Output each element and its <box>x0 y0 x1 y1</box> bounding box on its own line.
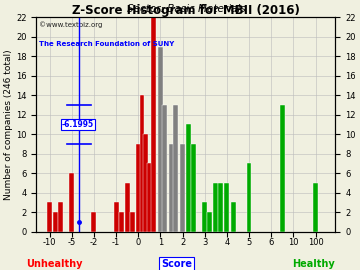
Bar <box>213 183 218 232</box>
Bar <box>119 212 124 232</box>
Text: Sector: Basic Materials: Sector: Basic Materials <box>127 4 245 14</box>
Bar <box>280 105 285 232</box>
Bar <box>136 144 141 232</box>
Bar <box>58 202 63 232</box>
Text: ©www.textbiz.org: ©www.textbiz.org <box>39 22 103 28</box>
Text: Score: Score <box>161 259 192 269</box>
Title: Z-Score Histogram for MBII (2016): Z-Score Histogram for MBII (2016) <box>72 4 300 17</box>
Bar <box>150 17 156 232</box>
Bar <box>125 183 130 232</box>
Bar <box>140 95 144 232</box>
Bar <box>186 124 190 232</box>
Bar <box>231 202 236 232</box>
Text: Healthy: Healthy <box>293 259 335 269</box>
Bar <box>53 212 58 232</box>
Bar <box>313 183 318 232</box>
Bar <box>218 183 223 232</box>
Bar <box>114 202 118 232</box>
Bar <box>147 163 152 232</box>
Bar <box>162 105 167 232</box>
Bar <box>143 134 148 232</box>
Y-axis label: Number of companies (246 total): Number of companies (246 total) <box>4 49 13 200</box>
Bar <box>180 144 185 232</box>
Bar <box>169 144 174 232</box>
Text: The Research Foundation of SUNY: The Research Foundation of SUNY <box>39 41 175 47</box>
Bar <box>191 144 196 232</box>
Bar <box>174 105 178 232</box>
Bar <box>69 173 74 232</box>
Bar <box>130 212 135 232</box>
Bar <box>47 202 52 232</box>
Bar <box>247 163 252 232</box>
Bar <box>207 212 212 232</box>
Bar <box>202 202 207 232</box>
Text: -6.1995: -6.1995 <box>62 120 94 129</box>
Bar <box>224 183 229 232</box>
Text: Unhealthy: Unhealthy <box>26 259 82 269</box>
Bar <box>158 46 163 232</box>
Bar <box>91 212 96 232</box>
